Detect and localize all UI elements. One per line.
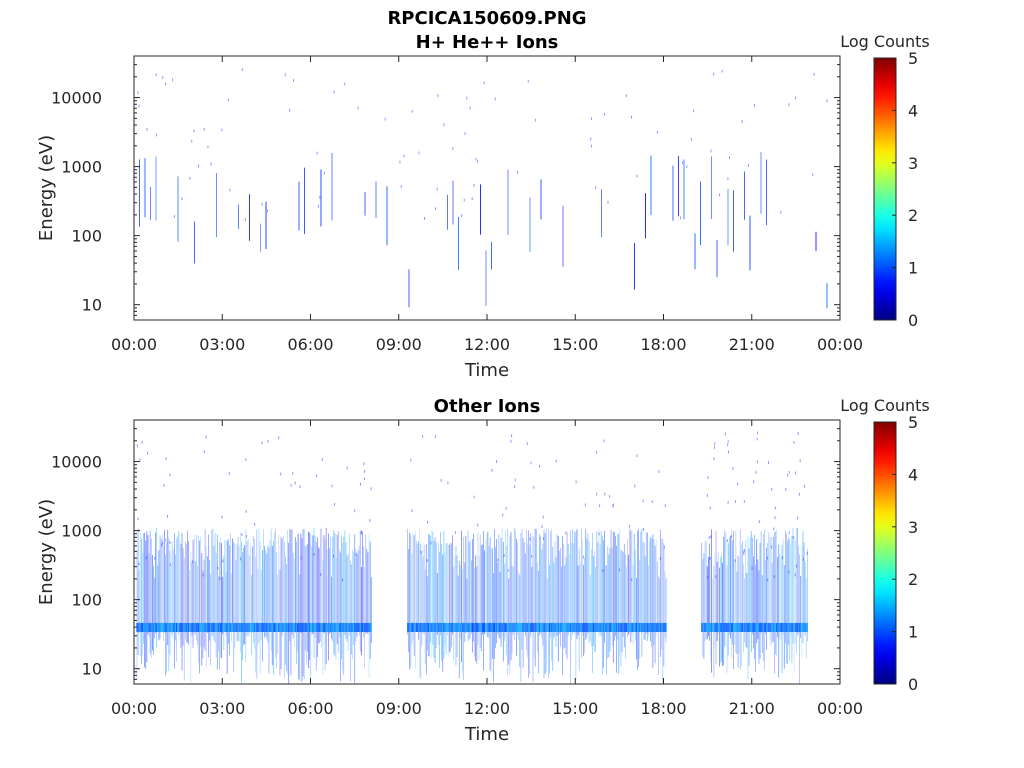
x-tick-label: 03:00: [199, 335, 245, 354]
y-tick-label: 1000: [61, 158, 102, 177]
colorbar-tick-label: 0: [908, 675, 918, 694]
x-axis-label: Time: [464, 724, 509, 745]
colorbar-tick-label: 1: [908, 259, 918, 278]
x-tick-label: 18:00: [640, 335, 686, 354]
y-tick-label: 100: [71, 591, 102, 610]
y-tick-label: 10000: [51, 453, 102, 472]
y-axis-label: Energy (eV): [36, 135, 57, 241]
colorbar-tick-label: 2: [908, 206, 918, 225]
spectrogram-data: [137, 68, 828, 309]
x-tick-label: 03:00: [199, 699, 245, 718]
colorbar-tick-label: 0: [908, 311, 918, 330]
x-tick-label: 21:00: [729, 699, 775, 718]
colorbar-tick-label: 3: [908, 518, 918, 537]
x-tick-label: 12:00: [464, 699, 510, 718]
colorbar-label: Log Counts: [840, 396, 930, 415]
x-axis-label: Time: [464, 360, 509, 381]
y-axis-label: Energy (eV): [36, 499, 57, 605]
x-tick-label: 00:00: [111, 699, 157, 718]
y-tick-label: 10: [82, 660, 102, 679]
x-tick-label: 12:00: [464, 335, 510, 354]
x-tick-label: 06:00: [287, 699, 333, 718]
colorbar: [873, 421, 897, 685]
x-tick-label: 21:00: [729, 335, 775, 354]
x-tick-label: 00:00: [817, 335, 863, 354]
panel-h-he-ions: H+ He++ Ions 00:00 03:00 06:00 09:00 12:00 15:…: [36, 32, 930, 381]
colorbar-tick-label: 5: [908, 413, 918, 432]
x-tick-label: 00:00: [817, 699, 863, 718]
x-tick-label: 06:00: [287, 335, 333, 354]
x-tick-label: 15:00: [552, 335, 598, 354]
figure-title: RPCICA150609.PNG: [387, 8, 586, 29]
x-tick-label: 09:00: [376, 699, 422, 718]
plot-frame: [133, 55, 841, 321]
panel-title: H+ He++ Ions: [416, 32, 559, 53]
spectrogram-data: [136, 431, 808, 684]
panel-title: Other Ions: [434, 396, 541, 417]
y-tick-label: 100: [71, 227, 102, 246]
colorbar: [873, 57, 897, 321]
colorbar-tick-label: 4: [908, 465, 918, 484]
colorbar-tick-label: 1: [908, 623, 918, 642]
colorbar-tick-label: 3: [908, 154, 918, 173]
colorbar-tick-label: 5: [908, 49, 918, 68]
colorbar-tick-label: 2: [908, 570, 918, 589]
y-tick-label: 1000: [61, 522, 102, 541]
x-tick-label: 00:00: [111, 335, 157, 354]
colorbar-tick-label: 4: [908, 101, 918, 120]
colorbar-label: Log Counts: [840, 32, 930, 51]
x-tick-label: 18:00: [640, 699, 686, 718]
x-tick-label: 15:00: [552, 699, 598, 718]
panel-other-ions: Other Ions 00:00 03:00 06:00 09:00 12:00 15:00…: [36, 396, 930, 745]
y-tick-label: 10000: [51, 89, 102, 108]
y-tick-label: 10: [82, 296, 102, 315]
x-tick-label: 09:00: [376, 335, 422, 354]
